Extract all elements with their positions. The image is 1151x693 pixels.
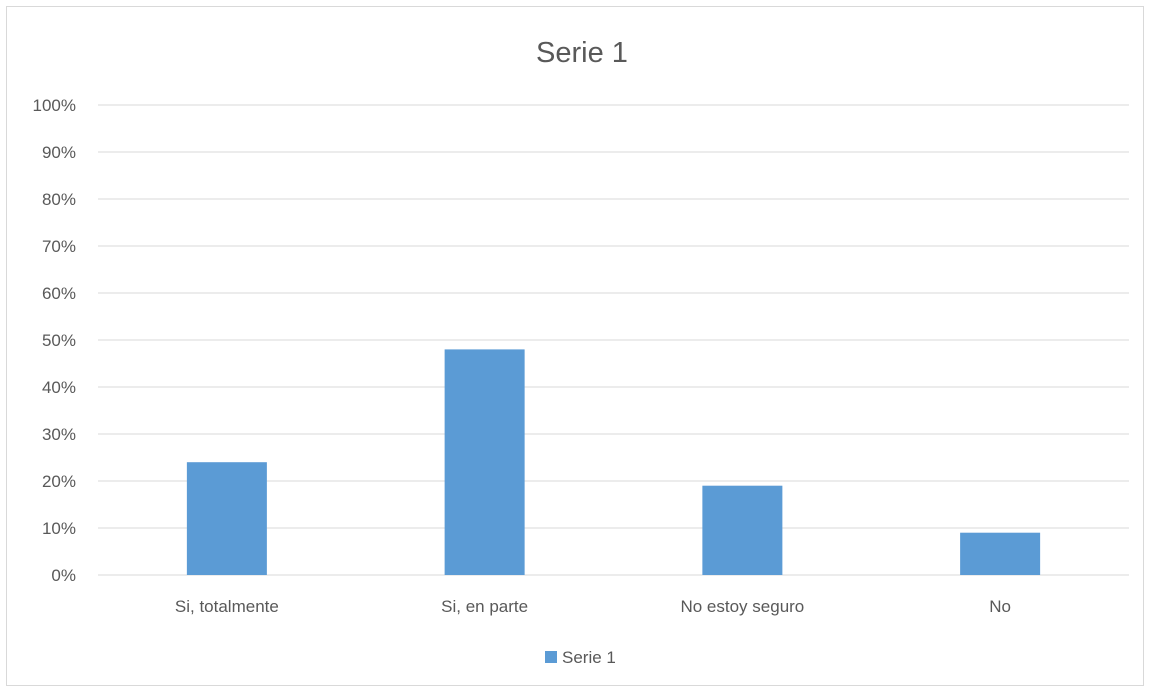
x-tick-label: No estoy seguro bbox=[680, 597, 804, 616]
y-tick-label: 0% bbox=[51, 566, 76, 585]
x-tick-label: Si, en parte bbox=[441, 597, 528, 616]
x-axis-ticks: Si, totalmente Si, en parte No estoy segur… bbox=[175, 597, 1011, 616]
x-tick-label: No bbox=[989, 597, 1011, 616]
y-tick-label: 100% bbox=[33, 96, 76, 115]
y-tick-label: 70% bbox=[42, 237, 76, 256]
y-tick-label: 40% bbox=[42, 378, 76, 397]
bar bbox=[702, 485, 783, 575]
y-axis-ticks: 0% 10% 20% 30% 40% 50% 60% 70% 80% 90% 100% bbox=[33, 96, 76, 585]
y-tick-label: 90% bbox=[42, 143, 76, 162]
legend-swatch bbox=[545, 651, 557, 663]
gridlines bbox=[98, 104, 1129, 576]
y-tick-label: 30% bbox=[42, 425, 76, 444]
y-tick-label: 80% bbox=[42, 190, 76, 209]
x-tick-label: Si, totalmente bbox=[175, 597, 279, 616]
y-tick-label: 50% bbox=[42, 331, 76, 350]
bar bbox=[960, 532, 1041, 575]
legend: Serie 1 bbox=[545, 648, 616, 667]
chart-title: Serie 1 bbox=[536, 37, 628, 69]
bar bbox=[444, 349, 525, 575]
bars bbox=[186, 349, 1041, 575]
legend-label: Serie 1 bbox=[562, 648, 616, 667]
y-tick-label: 20% bbox=[42, 472, 76, 491]
y-tick-label: 10% bbox=[42, 519, 76, 538]
y-tick-label: 60% bbox=[42, 284, 76, 303]
bar bbox=[186, 462, 267, 575]
